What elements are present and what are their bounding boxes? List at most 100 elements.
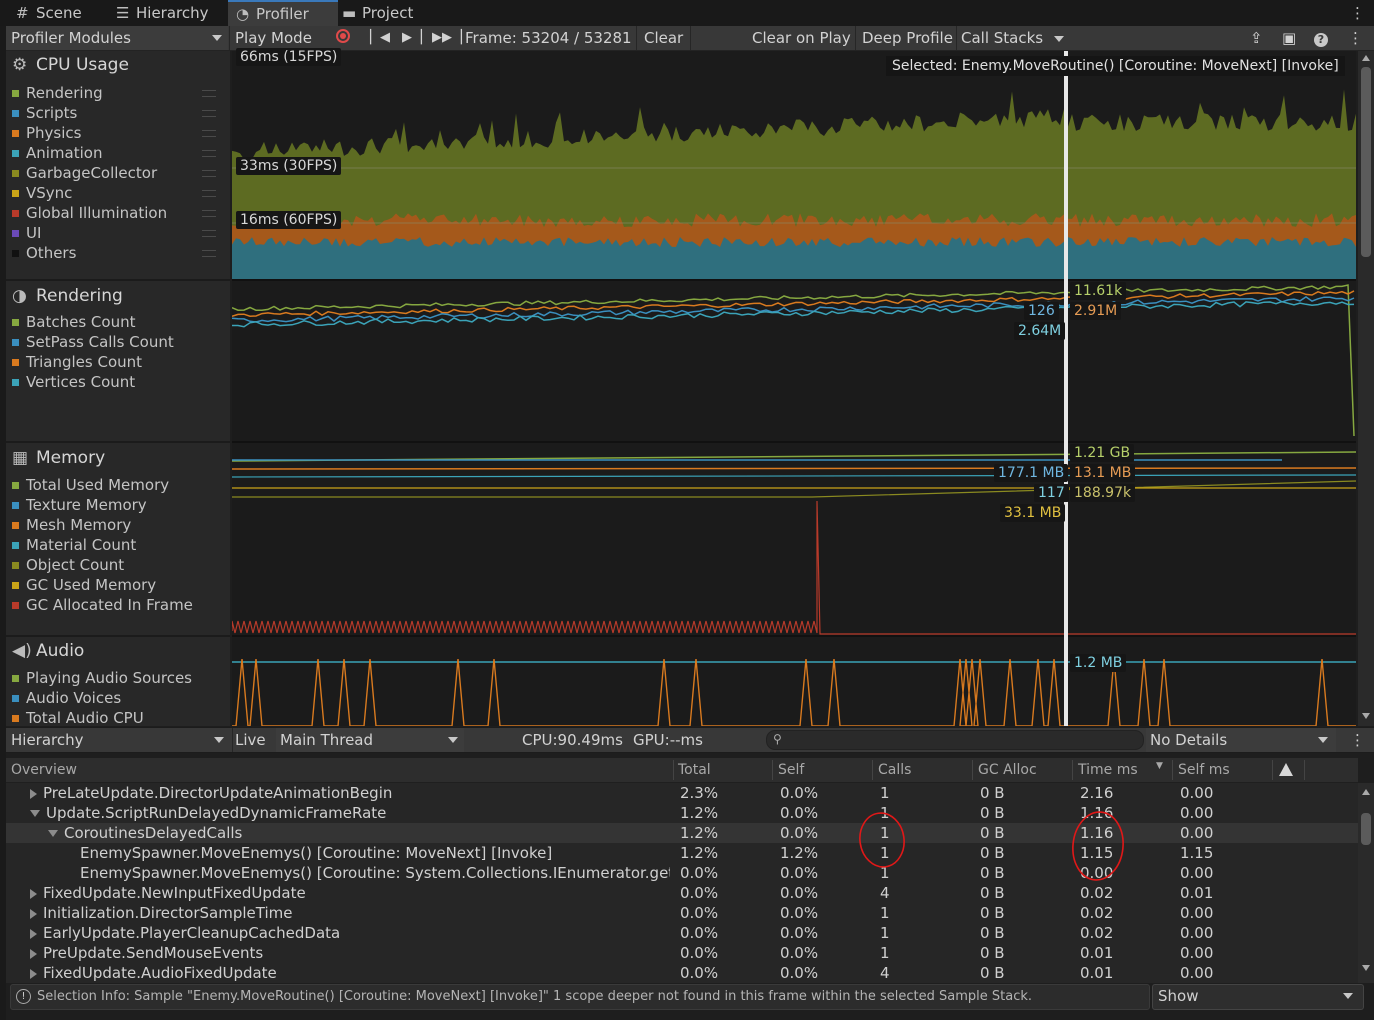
previous-frame-button[interactable]: ▏◀: [370, 26, 390, 50]
tab-profiler[interactable]: ◔ Profiler: [228, 0, 338, 26]
drag-handle-icon[interactable]: [202, 230, 216, 237]
legend-item-cpu-5[interactable]: VSync: [12, 183, 224, 203]
drag-handle-icon[interactable]: [202, 150, 216, 157]
legend-item-cpu-4[interactable]: GarbageCollector: [12, 163, 224, 183]
drag-handle-icon[interactable]: [202, 210, 216, 217]
scroll-up-arrow[interactable]: [1362, 789, 1370, 795]
tab-scene[interactable]: # Scene: [8, 0, 108, 26]
legend-item-memory-4[interactable]: Object Count: [12, 555, 224, 575]
legend-item-cpu-1[interactable]: Scripts: [12, 103, 224, 123]
audio-module-title[interactable]: ◀) Audio: [12, 641, 85, 661]
details-menu-button[interactable]: ⋮: [1350, 728, 1366, 752]
table-row[interactable]: EnemySpawner.MoveEnemys() [Coroutine: Sy…: [6, 863, 1358, 883]
legend-swatch: [12, 150, 19, 157]
clear-button[interactable]: Clear: [644, 29, 684, 47]
call-stacks-toggle[interactable]: Call Stacks: [961, 29, 1044, 47]
column-gc-alloc[interactable]: GC Alloc: [978, 762, 1037, 778]
table-row[interactable]: EarlyUpdate.PlayerCleanupCachedData 0.0% 0…: [6, 923, 1358, 943]
collapsed-arrow-icon[interactable]: [30, 948, 37, 959]
legend-item-memory-5[interactable]: GC Used Memory: [12, 575, 224, 595]
scroll-down-arrow[interactable]: [1362, 713, 1370, 719]
profiler-charts-svg[interactable]: [232, 51, 1356, 726]
table-row[interactable]: FixedUpdate.NewInputFixedUpdate 0.0% 0.0% 4…: [6, 883, 1358, 903]
search-input[interactable]: ⚲: [766, 730, 1144, 750]
rendering-module-title[interactable]: ◑ Rendering: [12, 286, 123, 306]
column-total[interactable]: Total: [678, 762, 711, 778]
legend-item-cpu-0[interactable]: Rendering: [12, 83, 224, 103]
drag-handle-icon[interactable]: [202, 130, 216, 137]
drag-handle-icon[interactable]: [202, 90, 216, 97]
table-row[interactable]: Update.ScriptRunDelayedDynamicFrameRate 1…: [6, 803, 1358, 823]
table-row[interactable]: Initialization.DirectorSampleTime 0.0% 0.0…: [6, 903, 1358, 923]
tab-hierarchy[interactable]: ☰ Hierarchy: [108, 0, 232, 26]
column-overview[interactable]: Overview: [11, 762, 77, 778]
view-type-dropdown[interactable]: Hierarchy: [6, 728, 230, 752]
column-time-ms[interactable]: Time ms: [1078, 762, 1138, 778]
legend-item-rendering-0[interactable]: Batches Count: [12, 312, 224, 332]
scrollbar-thumb[interactable]: [1361, 813, 1371, 845]
show-dropdown[interactable]: Show: [1152, 984, 1364, 1010]
next-frame-button[interactable]: ▶▕: [402, 26, 422, 50]
table-row[interactable]: FixedUpdate.AudioFixedUpdate 0.0% 0.0% 4 0 B…: [6, 963, 1358, 983]
column-self-ms[interactable]: Self ms: [1178, 762, 1230, 778]
legend-item-audio-0[interactable]: Playing Audio Sources: [12, 668, 224, 688]
live-toggle[interactable]: Live: [235, 731, 266, 749]
legend-item-audio-2[interactable]: Total Audio CPU: [12, 708, 224, 728]
warning-column-icon[interactable]: [1279, 758, 1293, 782]
clear-on-play-toggle[interactable]: Clear on Play: [752, 29, 851, 47]
legend-item-cpu-8[interactable]: Others: [12, 243, 224, 263]
drag-handle-icon[interactable]: [202, 170, 216, 177]
expanded-arrow-icon[interactable]: [30, 810, 40, 817]
collapsed-arrow-icon[interactable]: [30, 788, 37, 799]
help-button[interactable]: ?: [1314, 26, 1334, 50]
drag-handle-icon[interactable]: [202, 190, 216, 197]
profiler-charts-area[interactable]: 66ms (15FPS) 33ms (30FPS) 16ms (60FPS) S…: [232, 48, 1356, 726]
scrollbar-thumb[interactable]: [1361, 67, 1371, 257]
table-row[interactable]: PreUpdate.SendMouseEvents 0.0% 0.0% 1 0 B 0.0…: [6, 943, 1358, 963]
load-button[interactable]: ⇪: [1250, 26, 1270, 50]
legend-item-memory-2[interactable]: Mesh Memory: [12, 515, 224, 535]
current-frame-button[interactable]: ▶▶▕: [432, 26, 462, 50]
table-row[interactable]: PreLateUpdate.DirectorUpdateAnimationBeg…: [6, 783, 1358, 803]
call-stacks-dropdown[interactable]: [1054, 26, 1068, 50]
memory-module-title[interactable]: ▦ Memory: [12, 448, 106, 468]
table-scrollbar[interactable]: [1358, 783, 1374, 983]
collapsed-arrow-icon[interactable]: [30, 968, 37, 979]
toolbar-menu-button[interactable]: ⋮: [1348, 26, 1364, 50]
cpu-usage-module-title[interactable]: ⚙ CPU Usage: [12, 55, 129, 75]
legend-item-audio-1[interactable]: Audio Voices: [12, 688, 224, 708]
legend-item-memory-6[interactable]: GC Allocated In Frame: [12, 595, 224, 615]
drag-handle-icon[interactable]: [202, 110, 216, 117]
save-button[interactable]: ▣: [1282, 26, 1302, 50]
thread-dropdown[interactable]: Main Thread: [276, 728, 464, 752]
expanded-arrow-icon[interactable]: [48, 830, 58, 837]
legend-item-rendering-3[interactable]: Vertices Count: [12, 372, 224, 392]
legend-item-cpu-6[interactable]: Global Illumination: [12, 203, 224, 223]
deep-profile-toggle[interactable]: Deep Profile: [862, 29, 953, 47]
drag-handle-icon[interactable]: [202, 250, 216, 257]
legend-item-rendering-1[interactable]: SetPass Calls Count: [12, 332, 224, 352]
record-button[interactable]: [336, 26, 360, 50]
collapsed-arrow-icon[interactable]: [30, 928, 37, 939]
legend-item-memory-3[interactable]: Material Count: [12, 535, 224, 555]
profiler-modules-dropdown[interactable]: Profiler Modules: [0, 26, 228, 50]
legend-item-memory-1[interactable]: Texture Memory: [12, 495, 224, 515]
scroll-down-arrow[interactable]: [1362, 965, 1370, 971]
table-row[interactable]: CoroutinesDelayedCalls 1.2% 0.0% 1 0 B 1.16 0.…: [6, 823, 1358, 843]
table-row[interactable]: EnemySpawner.MoveEnemys() [Coroutine: Mo…: [6, 843, 1358, 863]
collapsed-arrow-icon[interactable]: [30, 888, 37, 899]
window-menu-icon[interactable]: ⋮: [1350, 4, 1365, 22]
legend-item-cpu-3[interactable]: Animation: [12, 143, 224, 163]
legend-item-cpu-2[interactable]: Physics: [12, 123, 224, 143]
legend-item-cpu-7[interactable]: UI: [12, 223, 224, 243]
tab-project[interactable]: ▬ Project: [334, 0, 442, 26]
legend-item-rendering-2[interactable]: Triangles Count: [12, 352, 224, 372]
legend-item-memory-0[interactable]: Total Used Memory: [12, 475, 224, 495]
column-calls[interactable]: Calls: [878, 762, 912, 778]
play-mode-dropdown[interactable]: Play Mode: [235, 26, 327, 66]
collapsed-arrow-icon[interactable]: [30, 908, 37, 919]
column-self[interactable]: Self: [778, 762, 805, 778]
charts-scrollbar[interactable]: [1358, 51, 1374, 726]
details-dropdown[interactable]: No Details: [1146, 728, 1336, 752]
scroll-up-arrow[interactable]: [1362, 55, 1370, 61]
